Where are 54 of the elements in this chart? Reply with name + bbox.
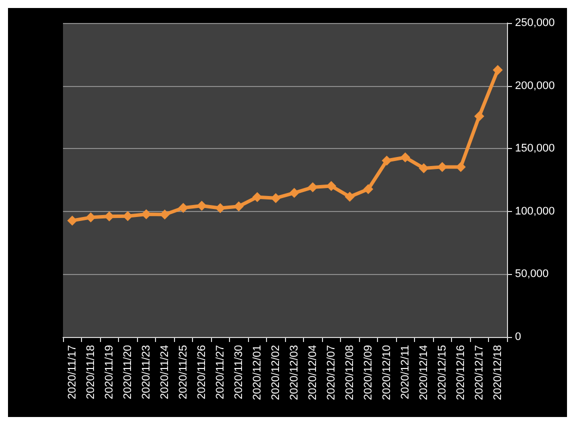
x-tick-label: 2020/11/18 — [84, 345, 97, 400]
point — [215, 203, 226, 214]
point — [178, 202, 188, 213]
point — [289, 188, 300, 198]
point — [270, 193, 281, 204]
point — [86, 212, 96, 222]
point — [492, 64, 503, 75]
point — [474, 111, 484, 122]
point — [456, 162, 466, 172]
x-tick-label: 2020/12/09 — [362, 345, 374, 400]
point — [344, 192, 355, 202]
point — [141, 209, 152, 220]
y-tick-label: 0 — [515, 331, 522, 343]
x-tick-label: 2020/11/27 — [214, 345, 226, 400]
x-tick-label: 2020/12/07 — [325, 345, 338, 400]
point — [67, 216, 78, 226]
x-tick-label: 2020/12/11 — [399, 345, 412, 400]
y-tick-label: 50,000 — [515, 268, 549, 280]
point — [326, 181, 336, 192]
point — [160, 210, 170, 220]
point — [196, 200, 207, 211]
point — [104, 211, 114, 222]
y-tick-label: 200,000 — [515, 80, 555, 92]
x-tick-label: 2020/11/17 — [66, 345, 78, 400]
point — [122, 211, 133, 222]
x-tick-label: 2020/12/14 — [418, 345, 430, 400]
x-tick-label: 2020/12/03 — [288, 345, 300, 400]
point — [234, 201, 244, 212]
x-tick-label: 2020/11/19 — [103, 345, 116, 400]
x-tick-label: 2020/12/10 — [380, 345, 393, 400]
x-tick-label: 2020/12/17 — [473, 345, 486, 400]
y-tick-label: 100,000 — [515, 205, 555, 218]
x-tick-label: 2020/12/04 — [306, 345, 319, 400]
x-tick-label: 2020/12/01 — [251, 345, 264, 400]
x-tick-label: 2020/11/24 — [158, 345, 171, 400]
x-tick-label: 2020/11/30 — [232, 345, 245, 400]
x-tick-label: 2020/11/26 — [196, 345, 208, 400]
point — [363, 184, 374, 194]
point — [308, 182, 318, 192]
x-tick-label: 2020/12/16 — [454, 345, 467, 400]
point — [252, 192, 262, 202]
point — [382, 156, 392, 166]
x-tick-label: 2020/12/08 — [344, 345, 356, 400]
x-tick-label: 2020/12/18 — [492, 345, 504, 400]
point — [400, 152, 410, 162]
x-tick-label: 2020/11/20 — [122, 345, 134, 400]
point — [437, 162, 448, 172]
x-tick-label: 2020/11/23 — [140, 345, 152, 400]
y-tick-label: 150,000 — [515, 142, 555, 155]
x-tick-label: 2020/12/02 — [270, 345, 282, 400]
x-tick-label: 2020/11/25 — [177, 345, 190, 400]
point — [418, 163, 429, 174]
y-tick-label: 250,000 — [515, 17, 555, 29]
x-tick-label: 2020/12/15 — [436, 345, 448, 400]
